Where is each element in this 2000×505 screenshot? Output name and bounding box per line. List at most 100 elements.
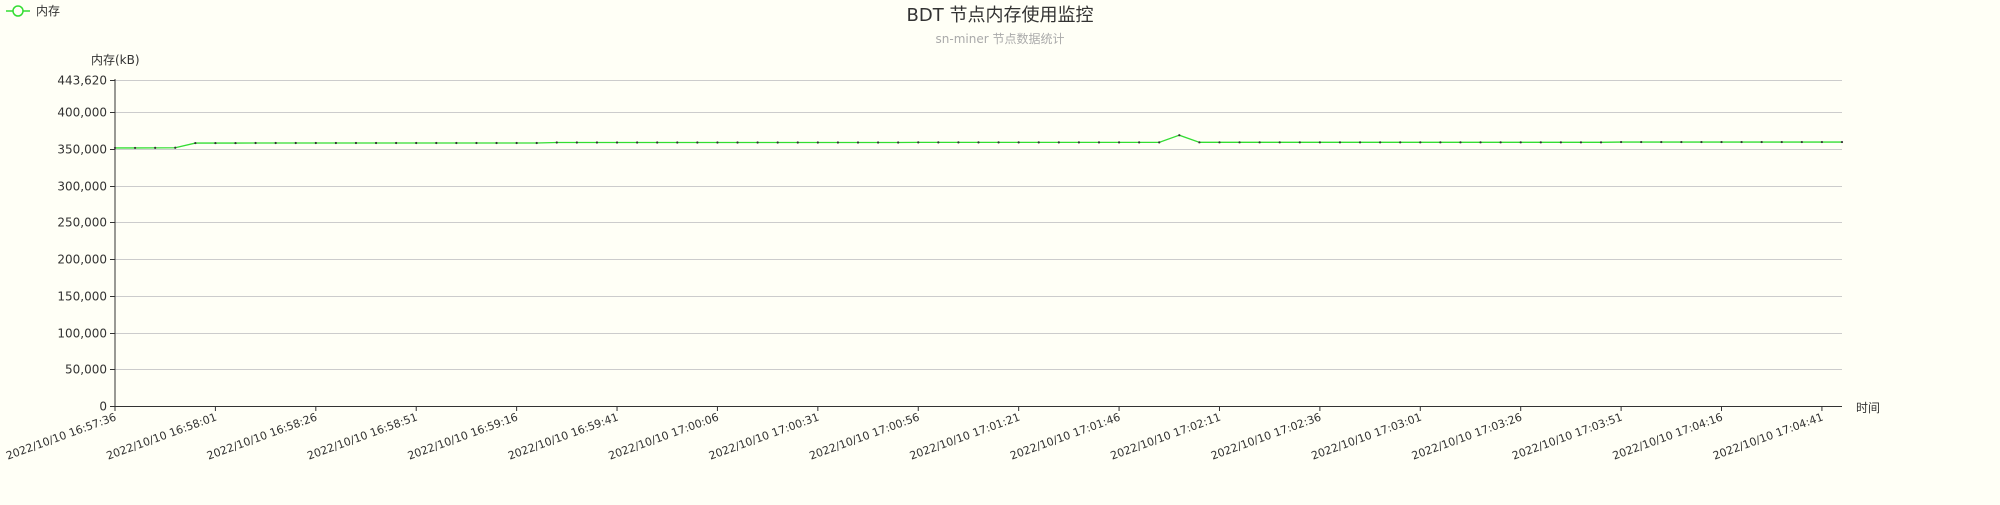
data-point[interactable] (1419, 141, 1422, 144)
legend[interactable]: 内存 (6, 4, 60, 18)
data-point[interactable] (1399, 141, 1402, 144)
data-point[interactable] (1599, 141, 1603, 144)
data-point[interactable] (254, 141, 257, 145)
data-point[interactable] (796, 141, 799, 144)
data-point[interactable] (1037, 141, 1040, 144)
data-point[interactable] (977, 141, 980, 144)
x-tick-label: 2022/10/10 17:01:46 (1008, 411, 1122, 463)
data-point[interactable] (274, 141, 277, 145)
data-point[interactable] (234, 141, 237, 145)
x-tick-label: 2022/10/10 17:00:31 (707, 411, 821, 463)
data-point[interactable] (1660, 140, 1663, 144)
data-point[interactable] (395, 141, 398, 145)
data-point[interactable] (1117, 141, 1121, 144)
data-point[interactable] (917, 141, 920, 144)
data-point[interactable] (636, 141, 639, 144)
data-point[interactable] (535, 141, 538, 145)
x-tick-label: 2022/10/10 17:02:36 (1209, 411, 1323, 463)
data-point[interactable] (555, 141, 558, 144)
data-point[interactable] (1358, 141, 1362, 144)
data-point[interactable] (1097, 141, 1101, 144)
data-point[interactable] (876, 141, 880, 144)
data-point[interactable] (415, 141, 418, 145)
data-point[interactable] (676, 141, 679, 144)
data-point[interactable] (1298, 141, 1301, 144)
data-point[interactable] (615, 141, 619, 144)
data-point[interactable] (1740, 140, 1743, 144)
data-point[interactable] (174, 146, 177, 149)
x-tick-label: 2022/10/10 17:02:11 (1109, 411, 1223, 463)
data-point[interactable] (776, 141, 779, 144)
data-point[interactable] (957, 141, 960, 144)
data-point[interactable] (113, 146, 117, 150)
data-point[interactable] (1338, 141, 1342, 144)
data-point[interactable] (354, 141, 358, 145)
grid-lines (115, 80, 1842, 370)
data-point[interactable] (595, 141, 599, 144)
data-point[interactable] (1198, 141, 1201, 144)
data-point[interactable] (696, 141, 699, 144)
data-point[interactable] (1720, 140, 1723, 144)
x-tick-label: 2022/10/10 16:57:36 (4, 411, 118, 463)
data-point[interactable] (1077, 141, 1081, 144)
data-point[interactable] (435, 141, 438, 145)
data-point[interactable] (575, 141, 578, 144)
data-point[interactable] (1680, 140, 1683, 144)
data-point[interactable] (1700, 140, 1703, 144)
data-point[interactable] (314, 141, 317, 145)
data-point[interactable] (194, 141, 197, 145)
chart-title: BDT 节点内存使用监控 (907, 5, 1094, 26)
data-point[interactable] (515, 141, 518, 145)
data-point[interactable] (997, 141, 1000, 144)
data-point[interactable] (1138, 141, 1141, 144)
data-point[interactable] (1820, 140, 1824, 144)
data-point[interactable] (1780, 140, 1783, 144)
data-point[interactable] (1238, 141, 1241, 144)
x-tick-label: 2022/10/10 17:03:01 (1310, 411, 1424, 463)
data-point[interactable] (455, 141, 458, 145)
data-point[interactable] (1800, 140, 1803, 144)
data-point[interactable] (1620, 140, 1623, 144)
data-point[interactable] (154, 146, 157, 149)
data-point[interactable] (1760, 140, 1763, 144)
data-point[interactable] (1379, 141, 1382, 144)
data-point[interactable] (1499, 141, 1502, 144)
data-point[interactable] (1459, 141, 1462, 144)
data-point[interactable] (1218, 141, 1221, 144)
data-point[interactable] (1579, 141, 1583, 144)
data-point[interactable] (1158, 141, 1161, 144)
data-point[interactable] (656, 141, 659, 144)
data-point[interactable] (1840, 140, 1844, 144)
data-point[interactable] (1278, 141, 1281, 144)
y-tick-label: 0 (99, 400, 107, 414)
data-point[interactable] (1479, 141, 1482, 144)
data-point[interactable] (1519, 141, 1522, 144)
data-point[interactable] (937, 141, 940, 144)
x-axis-label: 时间 (1856, 401, 1880, 415)
data-point[interactable] (736, 141, 739, 144)
data-point[interactable] (374, 141, 378, 145)
data-point[interactable] (716, 141, 719, 144)
data-point[interactable] (495, 141, 498, 145)
data-point[interactable] (756, 141, 759, 144)
data-point[interactable] (1640, 140, 1643, 144)
data-point[interactable] (1017, 141, 1020, 144)
x-tick-label: 2022/10/10 17:00:06 (607, 411, 721, 463)
data-point[interactable] (475, 141, 478, 145)
data-point[interactable] (1318, 141, 1321, 144)
data-point[interactable] (1258, 141, 1261, 144)
data-point[interactable] (856, 141, 860, 144)
data-point[interactable] (133, 146, 137, 150)
data-point[interactable] (294, 141, 297, 145)
data-point[interactable] (1539, 141, 1542, 144)
data-point[interactable] (897, 141, 900, 144)
data-point[interactable] (214, 141, 217, 145)
data-point[interactable] (1439, 141, 1442, 144)
data-point[interactable] (816, 141, 819, 144)
data-point[interactable] (1057, 141, 1060, 144)
data-point[interactable] (1559, 141, 1562, 144)
y-tick-label: 150,000 (57, 290, 107, 304)
data-point[interactable] (1178, 134, 1181, 137)
data-point[interactable] (836, 141, 840, 144)
data-point[interactable] (334, 141, 337, 145)
